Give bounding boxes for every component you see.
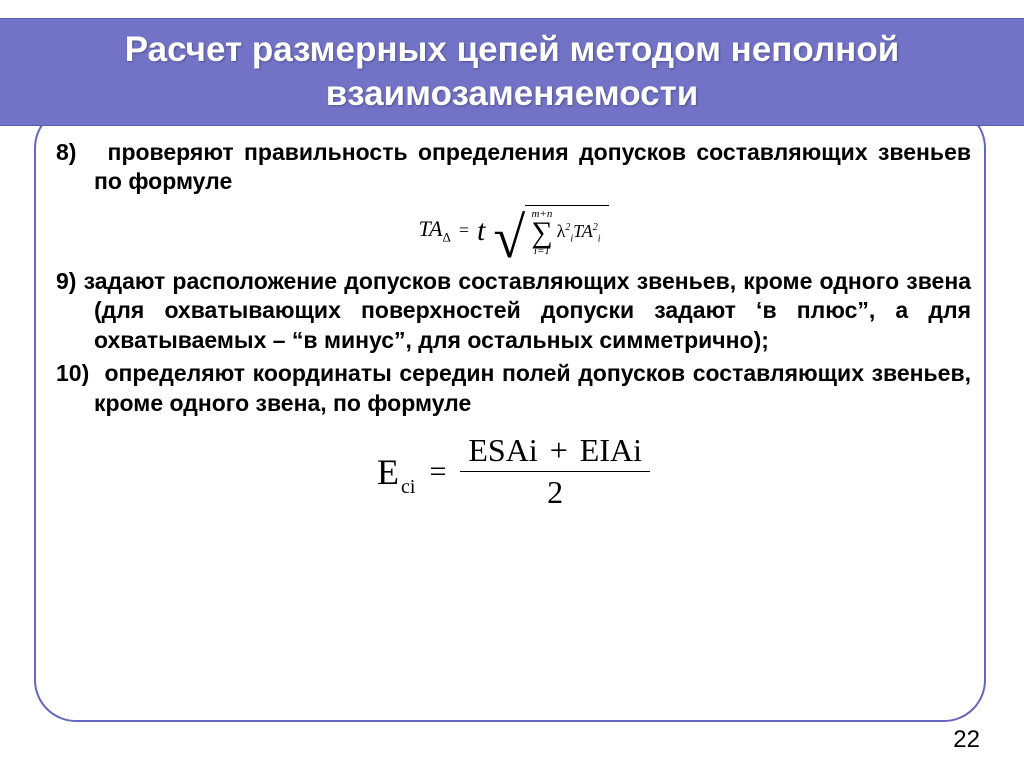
formula-1: TAΔ = t √ m+n ∑ i=1 λ2iTA2i	[56, 205, 971, 257]
ta-base: TA	[573, 221, 593, 241]
sum-lower: i=1	[534, 246, 550, 257]
formula2-lhs-sub: ci	[399, 476, 415, 499]
item-9: 9) задают расположение допусков составля…	[56, 267, 971, 355]
ta-sub: i	[598, 234, 601, 245]
formula-2: E ci = ESAi + EIAi 2	[56, 432, 971, 511]
item-9-text: задают расположение допусков составляющи…	[84, 268, 971, 353]
equals-sign-2: =	[429, 455, 446, 489]
item-10-number: 10)	[56, 360, 89, 386]
sum-terms: λ2iTA2i	[557, 221, 601, 245]
num-op: +	[546, 432, 572, 468]
item-9-number: 9)	[56, 268, 76, 294]
content-area: 8) проверяют правильность определения до…	[56, 138, 971, 511]
item-10: 10) определяют координаты середин полей …	[56, 359, 971, 418]
sigma-icon: ∑	[531, 220, 552, 246]
num-left: ESAi	[468, 432, 537, 468]
radical-icon: √	[493, 213, 525, 265]
page-number: 22	[953, 726, 980, 754]
item-8-number: 8)	[56, 139, 76, 165]
formula1-coef: t	[477, 214, 487, 248]
formula1-lhs-base: TA	[418, 216, 442, 241]
formula1-lhs: TAΔ	[418, 216, 450, 245]
title-band: Расчет размерных цепей методом неполной …	[0, 18, 1024, 126]
equals-sign: =	[457, 220, 471, 241]
fraction-denominator: 2	[547, 472, 563, 511]
formula1-lhs-sub: Δ	[442, 230, 450, 245]
formula2-lhs-base: E	[377, 451, 399, 493]
slide-title: Расчет размерных цепей методом неполной …	[0, 28, 1024, 116]
ta-sup: 2	[593, 222, 598, 233]
summation-block: m+n ∑ i=1	[531, 209, 552, 257]
fraction: ESAi + EIAi 2	[460, 432, 650, 511]
fraction-numerator: ESAi + EIAi	[460, 432, 650, 471]
square-root: √ m+n ∑ i=1 λ2iTA2i	[493, 205, 608, 257]
formula2-lhs: E ci	[377, 451, 415, 493]
num-right: EIAi	[580, 432, 642, 468]
item-10-text: определяют координаты середин полей допу…	[94, 360, 971, 415]
lambda-sup: 2	[565, 222, 570, 233]
item-8: 8) проверяют правильность определения до…	[56, 138, 971, 197]
item-8-text: проверяют правильность определения допус…	[94, 139, 971, 194]
